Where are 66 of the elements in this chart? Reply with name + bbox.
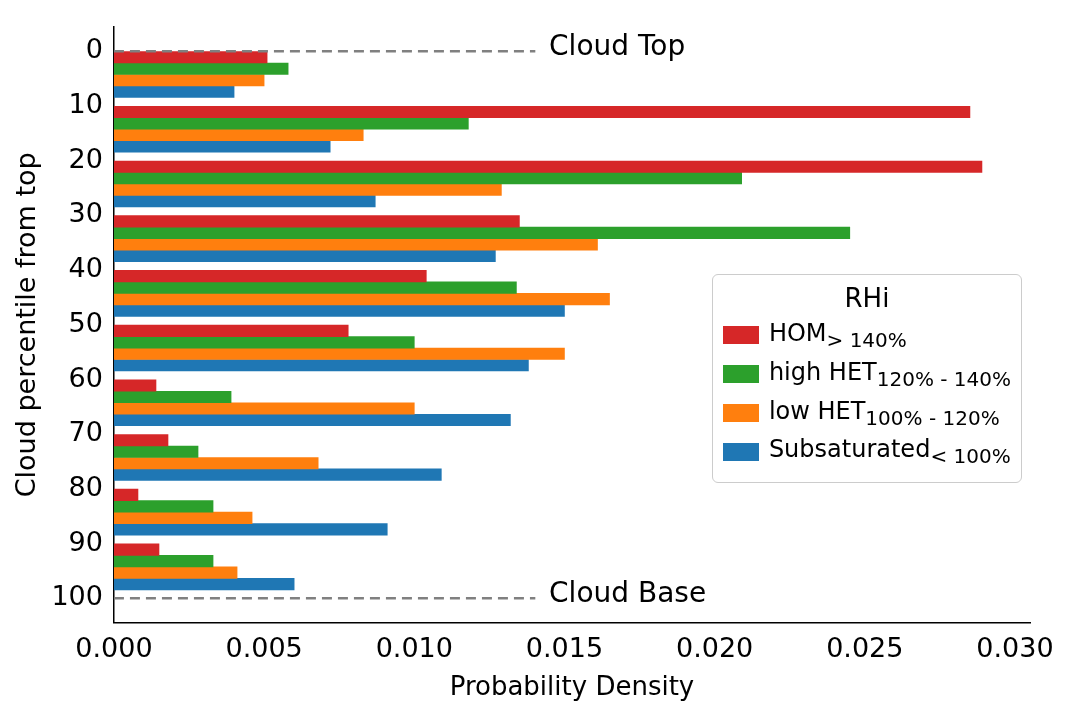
- bar: [113, 128, 364, 142]
- bar: [113, 457, 319, 470]
- x-tick-label: 0.020: [675, 631, 754, 663]
- x-tick-label: 0.010: [375, 631, 453, 663]
- bar: [113, 468, 442, 481]
- x-tick-label: 0.015: [525, 631, 604, 663]
- bar: [113, 543, 160, 556]
- bar: [113, 281, 517, 294]
- bar: [113, 238, 598, 251]
- legend-label: low HET$_{100% - 120%}$: [768, 396, 1000, 430]
- bar: [113, 226, 851, 239]
- legend-title: RHi: [843, 283, 891, 313]
- bar: [113, 172, 742, 185]
- y-tick-label: 30: [68, 197, 103, 229]
- bar: [113, 379, 157, 392]
- bar: [113, 390, 232, 404]
- bar: [113, 270, 427, 283]
- bar: [113, 105, 971, 119]
- bar: [113, 336, 415, 349]
- y-tick-label: 80: [68, 470, 103, 502]
- ref-line-label: Cloud Top: [549, 28, 686, 62]
- bar: [113, 324, 349, 337]
- bar: [113, 293, 610, 306]
- bar: [113, 500, 214, 513]
- bar: [113, 62, 289, 75]
- bar: [113, 117, 469, 130]
- legend-label: high HET$_{120% - 140%}$: [768, 357, 1011, 391]
- y-tick-label: 0: [85, 33, 103, 65]
- x-tick-label: 0.000: [75, 631, 153, 663]
- y-tick-label: 20: [68, 142, 103, 174]
- bar: [113, 74, 265, 87]
- bar: [113, 304, 565, 317]
- bar: [113, 85, 235, 98]
- bar: [113, 523, 388, 536]
- bar: [113, 359, 529, 372]
- bar: [113, 347, 565, 360]
- bar: [113, 140, 331, 153]
- bar: [113, 160, 983, 173]
- x-axis-title: Probability Density: [449, 671, 695, 702]
- y-tick-label: 50: [68, 306, 103, 338]
- bar: [113, 402, 415, 415]
- bar: [113, 183, 502, 196]
- x-tick-label: 0.005: [225, 631, 303, 663]
- bar: [113, 215, 520, 228]
- bar: [113, 566, 238, 579]
- bar: [113, 195, 376, 208]
- y-tick-label: 60: [68, 361, 103, 393]
- x-tick-label: 0.025: [826, 631, 904, 663]
- bar: [113, 511, 253, 524]
- legend-label: HOM$_{> 140%}$: [768, 319, 907, 352]
- bar: [113, 249, 496, 262]
- bar: [113, 488, 139, 502]
- y-tick-label: 40: [68, 252, 103, 284]
- y-tick-label: 90: [68, 525, 103, 557]
- y-tick-label: 10: [68, 87, 103, 119]
- bar: [113, 445, 199, 458]
- x-tick-label: 0.030: [976, 631, 1054, 663]
- y-tick-label: 70: [68, 416, 103, 448]
- y-axis-title: Cloud percentile from top: [10, 152, 42, 498]
- bar: [113, 578, 295, 591]
- bar: [113, 555, 214, 568]
- legend-label: Subsaturated$_{< 100%}$: [768, 435, 1011, 469]
- bar: [113, 434, 169, 447]
- ref-line-label: Cloud Base: [549, 575, 707, 609]
- bar: [113, 413, 511, 427]
- y-tick-label: 100: [51, 580, 103, 612]
